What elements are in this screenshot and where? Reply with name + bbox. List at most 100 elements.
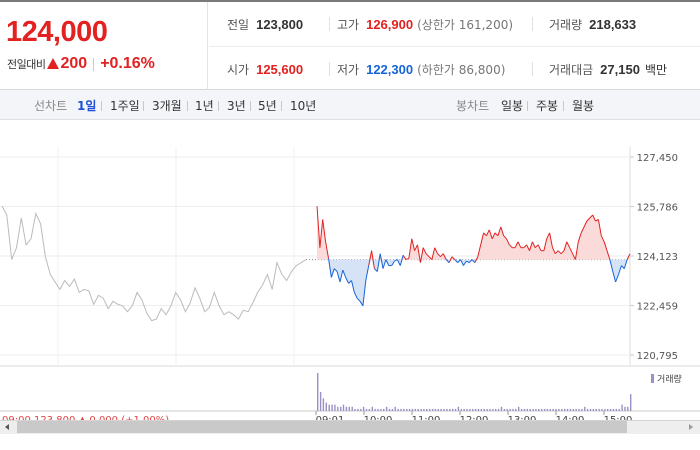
volume-bar — [526, 408, 528, 411]
price-segment — [437, 253, 441, 258]
stat-open: 시가 125,600 — [227, 47, 303, 91]
volume-bar — [512, 408, 514, 411]
price-segment — [419, 247, 424, 263]
price-segment — [460, 259, 464, 266]
volume-bar — [345, 406, 348, 411]
price-segment — [325, 241, 329, 259]
price-segment — [328, 258, 332, 278]
stat-value: 126,900 — [366, 16, 414, 32]
tab-10y[interactable]: 10년 — [290, 99, 317, 113]
volume-bar — [535, 408, 537, 411]
scrollbar-thumb[interactable] — [17, 421, 627, 433]
price-segment — [385, 259, 390, 266]
volume-bar — [601, 408, 603, 411]
tab-5y[interactable]: 5년 — [258, 99, 277, 113]
volume-bar — [449, 408, 451, 411]
price-segment — [552, 247, 556, 254]
volume-bar — [319, 392, 322, 411]
volume-bar — [380, 408, 382, 411]
tab-monthly[interactable]: 월봉 — [572, 99, 595, 113]
price-segment — [379, 253, 384, 269]
divider — [532, 17, 533, 31]
tab-1y[interactable]: 1년 — [195, 99, 214, 113]
volume-bar — [480, 408, 483, 411]
stat-value: 218,633 — [589, 16, 637, 32]
price-segment — [336, 271, 341, 283]
volume-bar — [578, 408, 580, 411]
price-segment — [339, 269, 344, 283]
tab-weekly[interactable]: 주봉 — [536, 99, 559, 113]
volume-bar — [520, 408, 523, 411]
volume-bar — [388, 408, 391, 411]
price-segment — [583, 220, 588, 228]
tab-daily[interactable]: 일봉 — [501, 99, 524, 113]
price-segment — [368, 250, 373, 266]
price-segment — [365, 265, 370, 281]
y-tick-label: 125,786 — [637, 203, 678, 214]
price-segment — [569, 247, 574, 254]
volume-bar — [509, 408, 511, 411]
divider — [532, 62, 533, 76]
price-segment — [580, 226, 585, 234]
volume-bar — [561, 408, 563, 411]
price-segment — [480, 232, 485, 245]
price-segment — [491, 232, 496, 240]
volume-bar — [354, 408, 356, 411]
price-segment — [345, 277, 350, 284]
volume-bar — [575, 408, 577, 411]
price-segment — [353, 292, 358, 299]
price-segment — [405, 257, 410, 261]
price-segment — [589, 214, 594, 219]
divider — [563, 101, 564, 111]
divider — [93, 57, 95, 71]
volume-bar — [621, 404, 623, 411]
volume-bar — [383, 408, 385, 411]
volume-bar — [532, 408, 534, 411]
tab-3m[interactable]: 3개월 — [152, 99, 182, 113]
divider — [281, 101, 282, 111]
volume-bar — [463, 408, 465, 411]
stat-value: 123,800 — [256, 16, 304, 32]
price-segment — [529, 241, 533, 251]
volume-bar — [394, 406, 396, 411]
tab-1w[interactable]: 1주일 — [110, 99, 140, 113]
price-segment — [577, 232, 582, 242]
scroll-left-icon[interactable] — [5, 424, 9, 430]
price-segment — [371, 250, 375, 269]
price-segment — [595, 219, 599, 222]
price-segment — [359, 301, 364, 307]
price-segment — [503, 235, 507, 240]
volume-bar — [472, 408, 474, 411]
volume-bar — [618, 408, 620, 411]
stat-label: 저가 — [337, 62, 360, 77]
price-segment — [330, 268, 335, 278]
tab-1d[interactable]: 1일 — [77, 99, 97, 113]
volume-bar — [360, 408, 362, 411]
upper-limit: (상한가 161,200) — [417, 17, 514, 32]
previous-day-series — [1, 205, 307, 322]
price-segment — [549, 232, 553, 248]
price-segment — [448, 256, 453, 263]
current-price: 124,000 — [6, 16, 108, 48]
volume-bar — [515, 408, 517, 411]
price-segment — [468, 259, 473, 263]
price-segment — [442, 253, 447, 260]
volume-bar — [357, 408, 359, 411]
volume-bar — [337, 406, 339, 411]
tab-3y[interactable]: 3년 — [227, 99, 246, 113]
volume-bar — [581, 408, 583, 411]
divider — [209, 46, 700, 47]
volume-bar — [627, 406, 629, 411]
y-axis-labels: 127,450 125,786 124,123 122,459 120,795 — [637, 153, 678, 362]
volume-bar — [434, 408, 437, 411]
volume-bar — [385, 406, 388, 411]
scroll-right-icon[interactable] — [689, 424, 693, 430]
price-segment — [517, 241, 522, 248]
price-segment — [500, 226, 505, 236]
price-segment — [563, 241, 568, 251]
change-row: 전일대비 200 +0.16% — [7, 54, 155, 74]
price-segment — [612, 271, 617, 283]
volume-bar — [586, 408, 589, 411]
volume-bar — [317, 373, 319, 411]
